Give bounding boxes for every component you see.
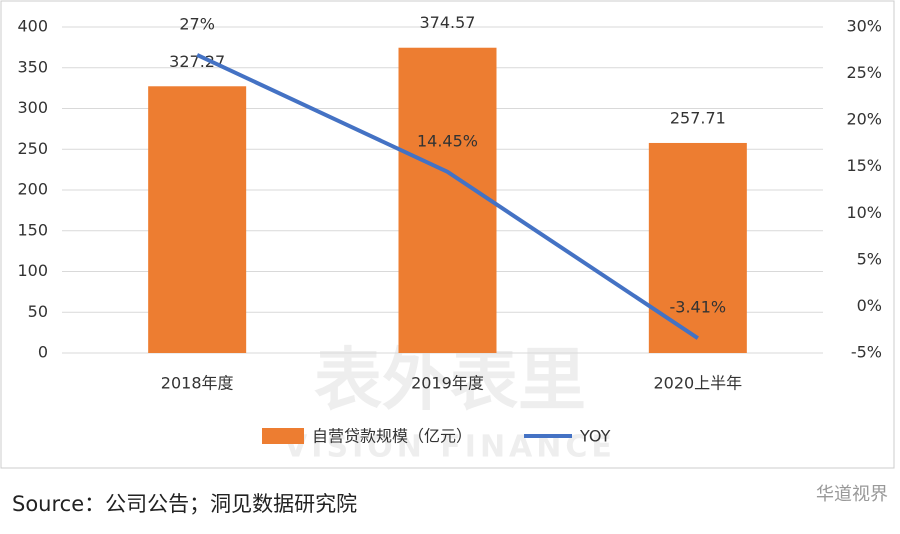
- y2-tick-label: 5%: [857, 249, 882, 268]
- x-tick-label: 2018年度: [161, 374, 234, 393]
- y-tick-label: 150: [17, 220, 48, 239]
- y-tick-label: 400: [17, 17, 48, 36]
- y2-tick-label: 10%: [846, 203, 882, 222]
- x-tick-label: 2020上半年: [653, 374, 742, 393]
- y2-tick-label: 30%: [846, 17, 882, 36]
- x-tick-label: 2019年度: [411, 374, 484, 393]
- y-tick-label: 350: [17, 57, 48, 76]
- bar: [648, 142, 747, 353]
- y2-tick-label: 0%: [857, 296, 882, 315]
- data-label: -3.41%: [670, 298, 727, 317]
- line: [196, 53, 699, 340]
- data-label: 327.27: [169, 52, 225, 71]
- data-label: 27%: [179, 14, 215, 33]
- watermark: 表外表里: [314, 342, 586, 421]
- legend-label: 自营贷款规模（亿元）: [312, 427, 472, 446]
- legend-swatch: [262, 428, 304, 444]
- account: 华道视界: [816, 484, 888, 505]
- y-tick-label: 50: [28, 302, 48, 321]
- data-label: 257.71: [670, 108, 726, 127]
- y-tick-label: 200: [17, 180, 48, 199]
- y2-tick-label: 20%: [846, 110, 882, 129]
- data-label: 14.45%: [417, 131, 478, 150]
- bar: [148, 86, 247, 353]
- y-tick-label: 250: [17, 139, 48, 158]
- y2-tick-label: 25%: [846, 63, 882, 82]
- legend-label: YOY: [579, 427, 611, 446]
- y-tick-label: 0: [38, 343, 48, 362]
- source: Source：公司公告；洞见数据研究院: [12, 492, 357, 516]
- y2-tick-label: 15%: [846, 156, 882, 175]
- y2-tick-label: -5%: [851, 343, 882, 362]
- bar: [398, 47, 497, 353]
- data-label: 374.57: [420, 13, 476, 32]
- y-tick-label: 100: [17, 261, 48, 280]
- y-tick-label: 300: [17, 98, 48, 117]
